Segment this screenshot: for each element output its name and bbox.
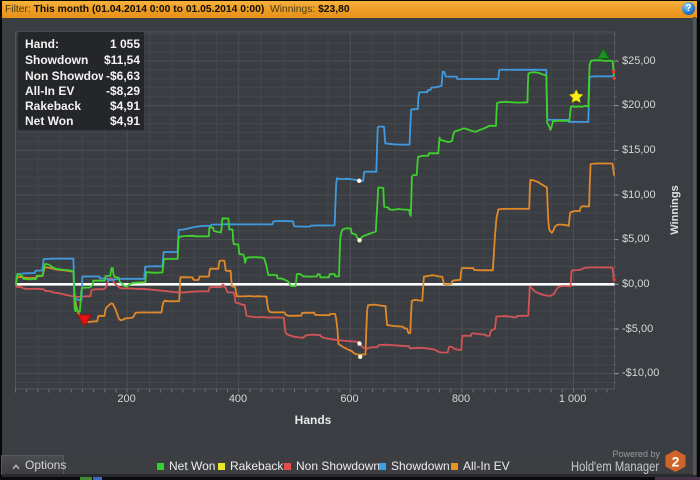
svg-text:2: 2 [672,454,680,470]
